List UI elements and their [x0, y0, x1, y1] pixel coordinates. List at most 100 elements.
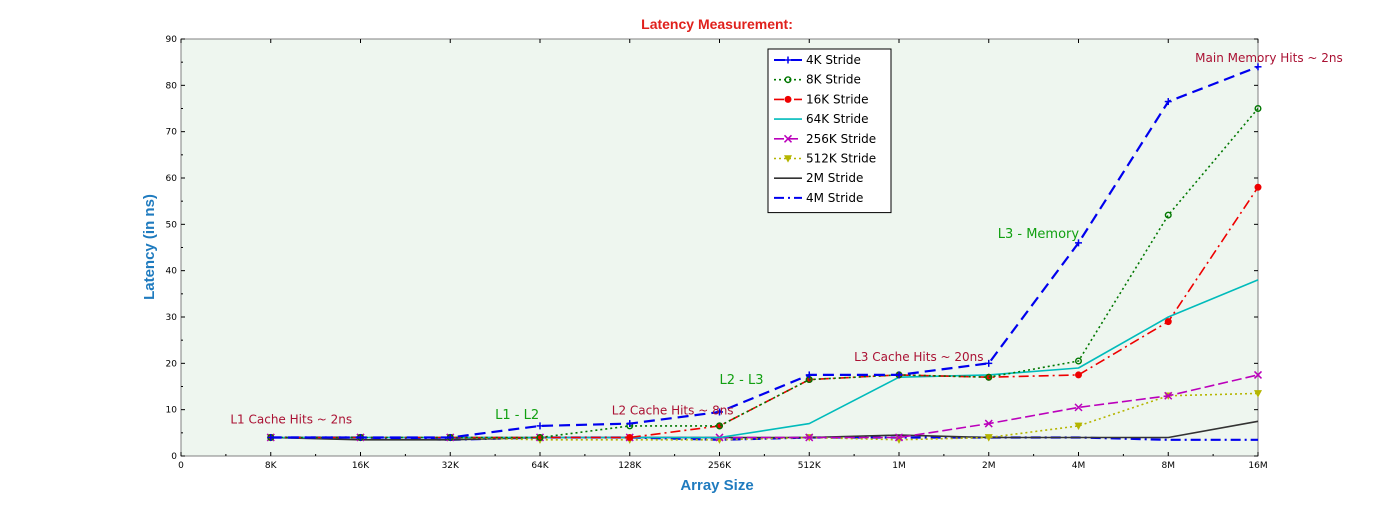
data-point	[1075, 371, 1082, 379]
x-tick-label: 2M	[982, 461, 996, 471]
annotation: L3 Cache Hits ~ 20ns	[854, 350, 983, 364]
data-point	[894, 433, 904, 442]
x-tick-label: 512K	[798, 461, 822, 471]
legend-label: 4K Stride	[806, 53, 861, 67]
x-tick-label: 16K	[352, 461, 370, 471]
annotation: L2 Cache Hits ~ 8ns	[612, 403, 734, 417]
data-point	[1254, 63, 1262, 71]
data-point	[1164, 391, 1173, 400]
data-point	[1253, 370, 1263, 379]
marker-d2	[984, 419, 993, 428]
chart-title: Latency Measurement:	[641, 16, 793, 32]
legend-label: 256K Stride	[806, 132, 876, 146]
legend-marker	[784, 56, 792, 64]
data-point	[985, 359, 993, 367]
annotation: L3 - Memory	[998, 227, 1080, 242]
data-point	[716, 422, 724, 430]
legend-label: 16K Stride	[806, 92, 869, 106]
y-tick-label: 20	[166, 359, 178, 369]
marker-d2	[894, 433, 904, 442]
data-point	[805, 433, 814, 442]
data-point	[1075, 239, 1082, 247]
legend-marker	[783, 155, 793, 163]
data-point	[267, 433, 275, 441]
y-tick-label: 90	[166, 35, 178, 45]
series-4k-stride	[267, 63, 1262, 441]
x-tick-label: 128K	[618, 461, 642, 471]
x-tick-label: 1M	[892, 461, 906, 471]
y-tick-label: 50	[166, 220, 178, 230]
marker-d2	[805, 433, 814, 442]
data-point	[626, 433, 634, 441]
data-point	[805, 371, 813, 379]
x-axis-label: Array Size	[680, 477, 753, 494]
y-tick-label: 0	[171, 452, 177, 462]
data-point	[984, 419, 993, 428]
plot-area: 0 10 20 30 40 50 60 70 80 90 0 8K 16K 32K 64K 128K 256K 5…	[166, 35, 1343, 471]
legend-entry: 16K Stride	[774, 92, 869, 106]
data-point	[984, 434, 993, 442]
marker-d2	[1253, 370, 1263, 379]
data-point	[1164, 318, 1172, 326]
legend-label: 4M Stride	[806, 191, 863, 205]
x-tick-label: 32K	[442, 461, 460, 471]
marker-d2	[1074, 403, 1083, 412]
data-point	[626, 420, 634, 428]
y-axis-label: Latency (in ns)	[141, 194, 158, 300]
data-point	[1164, 98, 1172, 106]
legend-marker	[783, 134, 793, 143]
x-tick-label: 64K	[531, 461, 549, 471]
marker-d2	[1164, 391, 1173, 400]
data-point	[1074, 403, 1083, 412]
x-tick-label: 256K	[708, 461, 732, 471]
x-tick-label: 8M	[1162, 461, 1176, 471]
marker-d2	[783, 134, 793, 143]
data-point	[1074, 422, 1083, 431]
y-tick-label: 10	[166, 406, 178, 416]
legend-label: 64K Stride	[806, 112, 869, 126]
legend-entry: 8K Stride	[774, 73, 861, 87]
plot-background	[180, 38, 1259, 457]
data-point	[1164, 211, 1172, 219]
y-tick-label: 30	[166, 313, 178, 323]
x-tick-label: 16M	[1248, 461, 1267, 471]
data-point	[536, 422, 544, 430]
data-point	[1253, 390, 1263, 398]
legend-entry: 256K Stride	[774, 132, 876, 146]
series-line	[270, 374, 1259, 439]
legend-label: 8K Stride	[806, 73, 861, 87]
series-layer	[266, 63, 1263, 444]
legend-entry: 4M Stride	[774, 191, 863, 205]
data-point	[1254, 183, 1262, 191]
x-tick-label: 8K	[265, 461, 278, 471]
legend-entry: 64K Stride	[774, 112, 869, 126]
series-line	[270, 186, 1259, 439]
data-point	[536, 433, 544, 441]
annotation: L1 Cache Hits ~ 2ns	[230, 413, 352, 427]
data-point	[985, 373, 993, 381]
data-point	[716, 408, 723, 416]
annotation: Main Memory Hits ~ 2ns	[1195, 51, 1343, 65]
annotation: L2 - L3	[720, 373, 764, 388]
legend-label: 2M Stride	[806, 171, 863, 185]
legend-entry: 2M Stride	[774, 171, 863, 185]
x-tick-label: 0	[178, 461, 184, 471]
y-tick-label: 70	[166, 128, 178, 138]
data-point	[895, 371, 903, 379]
legend-entry: 512K Stride	[774, 152, 876, 166]
annotation: L1 - L2	[495, 408, 539, 423]
y-tick-label: 60	[166, 174, 178, 184]
data-point	[1074, 357, 1082, 365]
y-tick-label: 40	[166, 267, 178, 277]
legend-label: 512K Stride	[806, 152, 876, 166]
x-tick-label: 4M	[1072, 461, 1086, 471]
legend: 4K Stride 8K Stride 16K Stride 64K Stride 25…	[767, 48, 892, 214]
data-point	[1254, 104, 1262, 112]
legend-marker	[784, 95, 792, 103]
y-tick-label: 80	[166, 81, 178, 91]
legend-entry: 4K Stride	[774, 53, 861, 67]
data-point	[357, 433, 364, 441]
legend-marker	[784, 76, 792, 84]
data-point	[446, 433, 454, 441]
